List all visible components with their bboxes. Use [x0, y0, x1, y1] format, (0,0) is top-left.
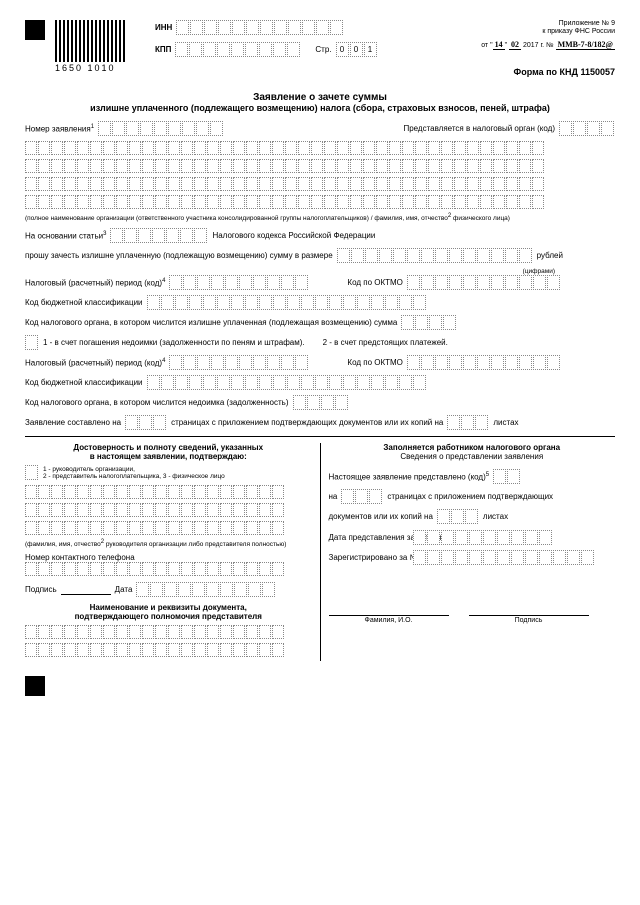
kpp-label: КПП [155, 45, 171, 54]
pages-attach-label: страницах с приложением подтверждающих [387, 492, 553, 501]
sub-date-cells[interactable] [413, 530, 553, 545]
basis-tail: Налогового кодекса Российской Федерации [212, 231, 375, 240]
period2-cells[interactable] [169, 355, 309, 370]
rubles-label: рублей [537, 251, 563, 260]
page-label: Стр. [315, 45, 331, 54]
sheets-label: листах [493, 418, 518, 427]
app-no-cells[interactable] [98, 121, 224, 136]
fio-sig: Фамилия, И.О. [329, 615, 449, 624]
org-note: (полное наименование организации (ответс… [25, 213, 615, 222]
amount-cells[interactable] [337, 248, 533, 263]
fio-row-1[interactable] [25, 485, 285, 499]
name-row-4[interactable] [25, 195, 545, 209]
organ-ned-cells[interactable] [293, 395, 349, 410]
right-title2: Сведения о представлении заявления [329, 452, 616, 461]
right-title1: Заполняется работником налогового органа [329, 443, 616, 452]
basis-label: На основании статьи3 [25, 231, 106, 241]
phone-cells[interactable] [25, 562, 285, 576]
barcode [55, 20, 125, 62]
code5-cells[interactable] [493, 469, 521, 484]
role-cell[interactable] [25, 465, 39, 480]
header-right: Приложение № 9 к приказу ФНС России от "… [481, 20, 615, 50]
marker-square [25, 20, 45, 40]
oktmo1-label: Код по ОКТМО [347, 278, 402, 287]
organ-ned-label: Код налогового органа, в котором числитс… [25, 398, 289, 407]
kbk1-cells[interactable] [147, 295, 427, 310]
on-pages[interactable] [341, 489, 383, 504]
request-label: прошу зачесть излишне уплаченную (подлеж… [25, 251, 333, 260]
oktmo2-cells[interactable] [407, 355, 561, 370]
phone-label: Номер контактного телефона [25, 553, 312, 562]
organ-label: Представляется в налоговый орган (код) [403, 124, 555, 133]
oktmo1-cells[interactable] [407, 275, 561, 290]
sign-line[interactable] [61, 584, 111, 595]
page-cells[interactable]: 001 [336, 42, 378, 57]
reg-cells[interactable] [413, 550, 595, 565]
sign-sig: Подпись [469, 615, 589, 624]
docs-copies-label: документов или их копий на [329, 512, 433, 521]
date-cells[interactable] [136, 582, 276, 597]
organ-over-cells[interactable] [401, 315, 457, 330]
inn-cells[interactable] [176, 20, 344, 35]
period1-cells[interactable] [169, 275, 309, 290]
kbk1-label: Код бюджетной классификации [25, 298, 143, 307]
presented-label: Настоящее заявление представлено (код)5 [329, 472, 490, 482]
fio-row-2[interactable] [25, 503, 285, 517]
period2-label: Налоговый (расчетный) период (код)4 [25, 358, 165, 368]
organ-over-label: Код налогового органа, в котором числитс… [25, 318, 397, 327]
kbk2-cells[interactable] [147, 375, 427, 390]
registered-label: Зарегистрировано за № [329, 553, 409, 562]
inn-label: ИНН [155, 23, 172, 32]
name-row-2[interactable] [25, 159, 545, 173]
composed-sheets[interactable] [447, 415, 489, 430]
kpp-cells[interactable] [175, 42, 301, 57]
composed-pages[interactable] [125, 415, 167, 430]
kbk2-label: Код бюджетной классификации [25, 378, 143, 387]
pages-with-label: страницах с приложением подтверждающих д… [171, 418, 443, 427]
doc-title1: Наименование и реквизиты документа, [25, 603, 312, 612]
doc-title2: подтверждающего полномочия представителя [25, 612, 312, 621]
option-cell[interactable] [25, 335, 39, 350]
period1-label: Налоговый (расчетный) период (код)4 [25, 278, 165, 288]
composed-label: Заявление составлено на [25, 418, 121, 427]
name-row-3[interactable] [25, 177, 545, 191]
name-row-1[interactable] [25, 141, 545, 155]
doc-row-2[interactable] [25, 643, 285, 657]
barcode-number: 1650 1010 [55, 63, 116, 73]
sign-label: Подпись [25, 585, 57, 594]
opt2-label: 2 - в счет предстоящих платежей. [323, 338, 448, 347]
left-title1: Достоверность и полноту сведений, указан… [25, 443, 312, 452]
app-no-label: Номер заявления1 [25, 124, 94, 134]
digits-note: (цифрами) [25, 268, 555, 275]
fio-row-3[interactable] [25, 521, 285, 535]
r-sheets-label: листах [483, 512, 508, 521]
organ-cells[interactable] [559, 121, 615, 136]
sub-date-label: Дата представления заявления [329, 533, 409, 542]
title: Заявление о зачете суммы излишне уплачен… [25, 92, 615, 113]
oktmo2-label: Код по ОКТМО [347, 358, 402, 367]
doc-row-1[interactable] [25, 625, 285, 639]
opt1-label: 1 - в счет погашения недоимки (задолженн… [43, 338, 305, 347]
article-cells[interactable] [110, 228, 208, 243]
marker-square-bottom [25, 676, 45, 696]
date-label: Дата [115, 585, 133, 594]
left-title2: в настоящем заявлении, подтверждаю: [25, 452, 312, 461]
on-label: на [329, 492, 338, 501]
fio-note: (фамилия, имя, отчество2 руководителя ор… [25, 539, 312, 548]
docs-sheets[interactable] [437, 509, 479, 524]
